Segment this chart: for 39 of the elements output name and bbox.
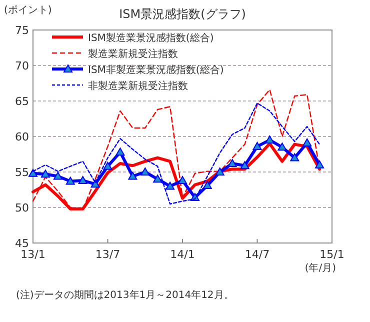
point — [103, 162, 112, 170]
x-tick-label: 14/7 — [244, 248, 270, 261]
point — [116, 148, 125, 156]
point — [252, 142, 262, 150]
point — [215, 168, 224, 176]
point — [302, 138, 312, 146]
y-tick-label: 50 — [15, 202, 29, 214]
x-tick-label: 15/1 — [320, 248, 344, 261]
x-tick-label: 13/7 — [95, 248, 120, 261]
y-tick-label: 65 — [15, 95, 29, 108]
y-tick-label: 70 — [15, 60, 29, 72]
legend-label: ISM製造業景況感指数(総合) — [88, 32, 214, 44]
point — [202, 180, 212, 189]
point — [78, 176, 88, 184]
x-axis-title: (年/月) — [304, 262, 336, 274]
y-tick-label: 55 — [15, 166, 29, 179]
text: (注)データの期間は2013年1月～2014年12月。 — [16, 289, 234, 301]
point — [315, 160, 324, 168]
point — [166, 182, 175, 190]
point — [53, 172, 62, 180]
point — [90, 180, 100, 188]
point — [40, 170, 50, 178]
y-tick-label: 45 — [15, 237, 29, 250]
point — [240, 161, 250, 170]
point — [66, 176, 75, 185]
x-tick-label: 13/1 — [20, 248, 46, 261]
point — [278, 142, 287, 151]
legend-label: 製造業新規受注指数 — [88, 48, 178, 60]
x-tick-label: 14/1 — [170, 248, 195, 261]
legend-label: ISM非製造業景況感指数(総合) — [88, 64, 224, 76]
y-tick-label: 75 — [15, 24, 29, 37]
y-tick-label: 60 — [15, 130, 29, 144]
point — [153, 174, 162, 183]
chart-title: ISM景況感指数(グラフ) — [119, 7, 246, 21]
legend-label: 非製造業新規受注指数 — [88, 80, 188, 92]
point — [178, 176, 187, 184]
point — [290, 153, 300, 162]
y-axis-title: (ポイント) — [4, 5, 52, 16]
point — [128, 172, 138, 180]
